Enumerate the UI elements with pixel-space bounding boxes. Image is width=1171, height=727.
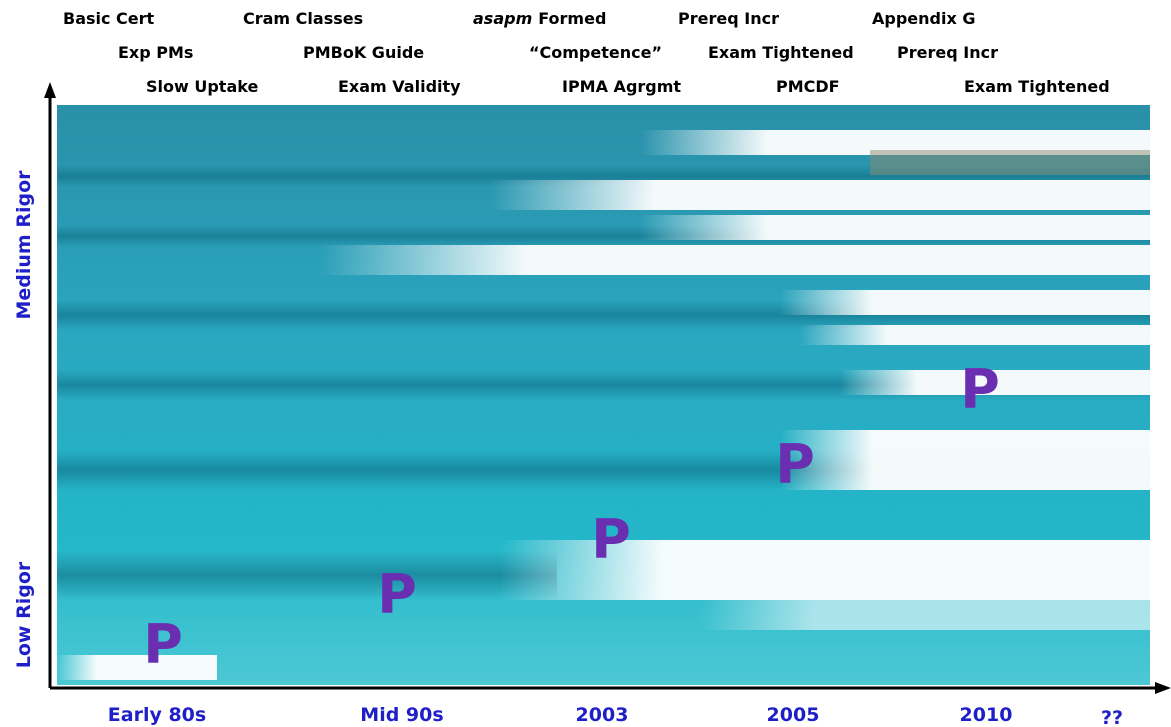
top-label: Basic Cert — [63, 9, 155, 28]
x-axis-label: Mid 90s — [360, 704, 443, 726]
top-label: “Competence” — [529, 43, 662, 62]
top-label: Appendix G — [872, 9, 976, 28]
p-marker: P — [377, 563, 417, 626]
x-axis-label: Early 80s — [108, 704, 206, 726]
y-axis-high: Medium Rigor — [13, 170, 35, 320]
y-axis-low: Low Rigor — [13, 561, 35, 668]
p-marker: P — [143, 613, 183, 676]
p-marker: P — [591, 508, 631, 571]
top-label: PMCDF — [776, 77, 840, 96]
x-axis-label: ?? — [1101, 707, 1123, 727]
top-label: PMBoK Guide — [303, 43, 424, 62]
x-axis-label: 2005 — [767, 704, 820, 726]
top-label: Cram Classes — [243, 9, 363, 28]
top-label: Exam Tightened — [708, 43, 854, 62]
top-label: Exam Validity — [338, 77, 461, 96]
top-label: Exp PMs — [118, 43, 193, 62]
top-label: Exam Tightened — [964, 77, 1110, 96]
x-axis-label: 2003 — [576, 704, 629, 726]
top-label: Slow Uptake — [146, 77, 258, 96]
top-label-italic: asapm — [473, 9, 532, 28]
top-label: Prereq Incr — [897, 43, 998, 62]
top-label: Prereq Incr — [678, 9, 779, 28]
p-marker: P — [775, 433, 815, 496]
top-label: IPMA Agrgmt — [562, 77, 681, 96]
slide: Basic Cert Cram Classes asapm Formed Prer… — [0, 0, 1171, 727]
p-marker: P — [960, 358, 1000, 421]
x-axis-label: 2010 — [960, 704, 1013, 726]
top-label: asapm Formed — [473, 9, 606, 28]
top-label-rest: Formed — [538, 9, 606, 28]
